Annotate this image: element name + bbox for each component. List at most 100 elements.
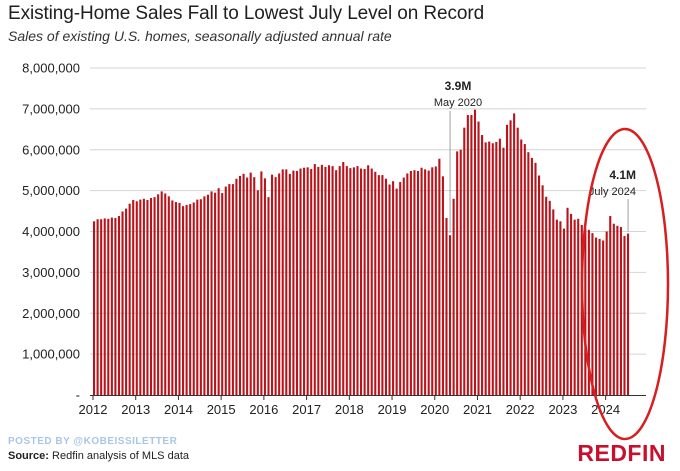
annotation-value: 4.1M bbox=[609, 168, 636, 182]
bar bbox=[495, 141, 498, 395]
x-tick-label: 2021 bbox=[463, 402, 492, 417]
bar bbox=[420, 167, 423, 395]
bar bbox=[388, 184, 391, 395]
bar bbox=[135, 201, 138, 395]
bar bbox=[548, 200, 551, 395]
bar bbox=[249, 172, 252, 395]
bar bbox=[160, 191, 163, 395]
bar bbox=[167, 196, 170, 395]
bar bbox=[121, 211, 124, 395]
bar bbox=[114, 218, 117, 395]
bar bbox=[278, 173, 281, 395]
y-axis-ticks: - 1,000,000 2,000,000 3,000,000 4,000,000 5,0… bbox=[22, 61, 80, 403]
bar bbox=[267, 197, 270, 395]
x-tick-label: 2018 bbox=[335, 402, 364, 417]
annotation-value: 3.9M bbox=[445, 79, 472, 93]
bar bbox=[584, 228, 587, 395]
bar bbox=[523, 144, 526, 395]
bar bbox=[466, 115, 469, 395]
x-tick-label: 2019 bbox=[378, 402, 407, 417]
highlight-ellipse bbox=[580, 127, 670, 441]
bar bbox=[345, 166, 348, 395]
bar bbox=[303, 167, 306, 395]
bar bbox=[602, 240, 605, 395]
bar bbox=[189, 204, 192, 395]
bar bbox=[142, 198, 145, 395]
bar bbox=[146, 200, 149, 395]
bar bbox=[199, 199, 202, 395]
bar bbox=[605, 231, 608, 395]
bar bbox=[153, 197, 156, 395]
bar bbox=[132, 200, 135, 395]
bar bbox=[174, 202, 177, 395]
bar bbox=[260, 171, 263, 395]
y-tick-label: 6,000,000 bbox=[22, 142, 80, 157]
bar bbox=[231, 184, 234, 395]
bar bbox=[246, 177, 249, 395]
bar bbox=[527, 152, 530, 395]
bar bbox=[449, 235, 452, 395]
bar bbox=[477, 121, 480, 396]
x-tick-label: 2017 bbox=[292, 402, 321, 417]
bar bbox=[609, 215, 612, 395]
bar bbox=[206, 194, 210, 395]
bar bbox=[288, 173, 291, 395]
bar bbox=[488, 141, 491, 395]
bar bbox=[93, 221, 96, 395]
bar bbox=[242, 173, 245, 395]
bar bbox=[627, 233, 630, 395]
x-tick-label: 2024 bbox=[591, 402, 620, 417]
bar bbox=[338, 166, 341, 395]
bar bbox=[103, 218, 106, 395]
bar bbox=[306, 167, 309, 395]
bar bbox=[310, 168, 313, 395]
bar bbox=[335, 170, 338, 395]
bar bbox=[413, 170, 416, 395]
x-tick-label: 2023 bbox=[548, 402, 577, 417]
bar bbox=[541, 185, 544, 395]
bar bbox=[552, 209, 555, 395]
bar bbox=[274, 177, 277, 395]
bar bbox=[399, 182, 402, 395]
chart-title: Existing-Home Sales Fall to Lowest July … bbox=[8, 3, 485, 24]
bar bbox=[381, 175, 384, 395]
bar bbox=[157, 194, 160, 395]
source-note: Source: Redfin analysis of MLS data bbox=[8, 450, 189, 462]
bar bbox=[295, 171, 299, 395]
bar bbox=[164, 193, 167, 395]
bar bbox=[214, 192, 217, 395]
bar bbox=[331, 166, 334, 395]
y-tick-label: 2,000,000 bbox=[22, 306, 80, 321]
y-tick-label: - bbox=[76, 388, 80, 403]
annotations: 3.9M May 2020 4.1M July 2024 bbox=[434, 79, 636, 234]
bar bbox=[349, 168, 352, 395]
bar bbox=[139, 199, 142, 395]
source-text: Redfin analysis of MLS data bbox=[48, 450, 189, 462]
bar bbox=[513, 113, 516, 396]
bar bbox=[352, 167, 355, 395]
x-tick-label: 2022 bbox=[506, 402, 535, 417]
bar bbox=[196, 199, 199, 395]
bar bbox=[392, 181, 395, 395]
bar bbox=[402, 177, 405, 395]
bar bbox=[473, 109, 477, 395]
bar bbox=[587, 229, 590, 395]
bar bbox=[107, 218, 110, 395]
bar bbox=[324, 166, 327, 395]
bar bbox=[559, 221, 562, 395]
bar bbox=[292, 170, 295, 395]
y-tick-label: 8,000,000 bbox=[22, 61, 80, 76]
bar bbox=[416, 171, 420, 395]
bar bbox=[217, 188, 220, 395]
bar bbox=[235, 178, 238, 395]
bar bbox=[530, 157, 533, 395]
bar bbox=[623, 236, 626, 395]
bar bbox=[377, 175, 380, 395]
annotation-label: May 2020 bbox=[434, 97, 482, 109]
bar bbox=[555, 219, 558, 395]
bar bbox=[178, 202, 181, 395]
bar bbox=[363, 168, 366, 395]
bar bbox=[434, 166, 437, 395]
bar bbox=[185, 204, 188, 395]
